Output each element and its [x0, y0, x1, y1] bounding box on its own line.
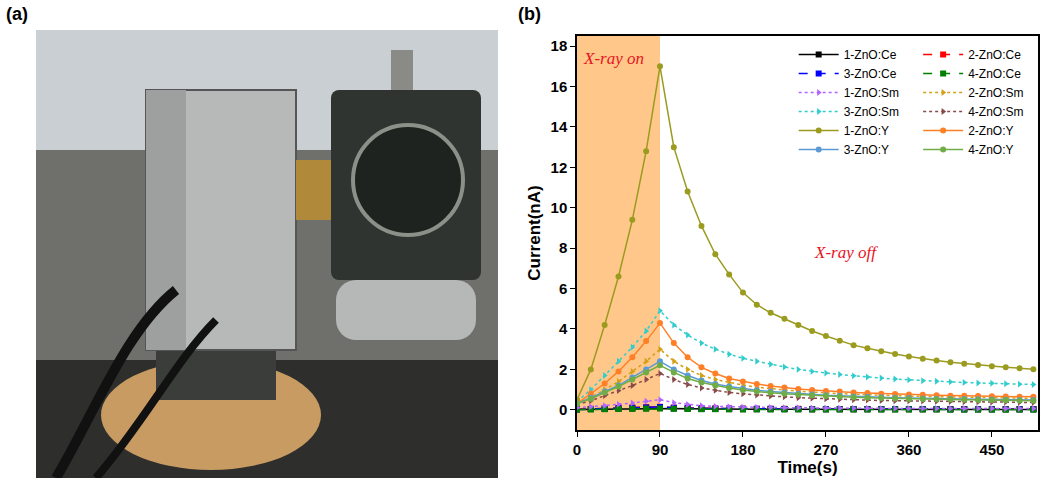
svg-text:2-ZnO:Y: 2-ZnO:Y — [968, 124, 1013, 138]
svg-text:4: 4 — [559, 320, 568, 337]
svg-text:1-ZnO:Ce: 1-ZnO:Ce — [844, 48, 897, 62]
svg-text:1-ZnO:Sm: 1-ZnO:Sm — [844, 86, 899, 100]
svg-text:3-ZnO:Ce: 3-ZnO:Ce — [844, 67, 897, 81]
html-text:(b): (b) — [518, 4, 541, 24]
svg-text:270: 270 — [813, 441, 838, 458]
svg-text:8: 8 — [559, 239, 567, 256]
svg-text:0: 0 — [559, 401, 567, 418]
svg-text:2-ZnO:Sm: 2-ZnO:Sm — [968, 86, 1023, 100]
svg-text:4-ZnO:Sm: 4-ZnO:Sm — [968, 105, 1023, 119]
svg-text:0: 0 — [573, 441, 581, 458]
svg-text:10: 10 — [551, 199, 568, 216]
svg-text:360: 360 — [896, 441, 921, 458]
svg-text:3-ZnO:Y: 3-ZnO:Y — [844, 143, 889, 157]
svg-text:6: 6 — [559, 280, 567, 297]
svg-text:1-ZnO:Y: 1-ZnO:Y — [844, 124, 889, 138]
svg-text:4-ZnO:Y: 4-ZnO:Y — [968, 143, 1013, 157]
svg-text:14: 14 — [551, 118, 568, 135]
svg-text:2-ZnO:Ce: 2-ZnO:Ce — [968, 48, 1021, 62]
svg-text:3-ZnO:Sm: 3-ZnO:Sm — [844, 105, 899, 119]
svg-text:90: 90 — [652, 441, 669, 458]
svg-text:Current(nA): Current(nA) — [525, 185, 544, 280]
svg-text:12: 12 — [551, 159, 568, 176]
svg-text:180: 180 — [730, 441, 755, 458]
svg-text:X-ray off: X-ray off — [814, 243, 878, 262]
svg-text:Time(s): Time(s) — [777, 458, 837, 477]
svg-text:X-ray on: X-ray on — [583, 49, 644, 68]
svg-text:4-ZnO:Ce: 4-ZnO:Ce — [968, 67, 1021, 81]
html-text:(a): (a) — [6, 4, 28, 24]
svg-text:450: 450 — [979, 441, 1004, 458]
svg-text:18: 18 — [551, 37, 568, 54]
svg-text:16: 16 — [551, 78, 568, 95]
svg-text:2: 2 — [559, 361, 567, 378]
